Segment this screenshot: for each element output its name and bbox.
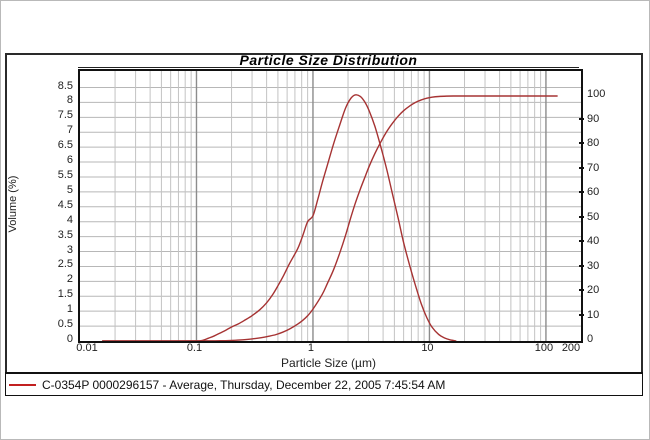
title-underline xyxy=(78,67,579,68)
legend-box: C-0354P 0000296157 - Average, Thursday, … xyxy=(5,372,643,396)
tick-label-size: 100 xyxy=(534,342,554,354)
tick-mark xyxy=(579,240,584,242)
tick-label-size: 1 xyxy=(307,342,315,354)
tick-label-volume: 7 xyxy=(66,124,73,137)
tick-label-size: 10 xyxy=(421,342,434,354)
tick-mark xyxy=(579,313,584,316)
tick-label-cumulative: 30 xyxy=(587,259,600,272)
tick-label-cumulative: 10 xyxy=(587,308,600,321)
tick-mark xyxy=(579,289,584,291)
tick-mark xyxy=(579,142,584,144)
tick-label-volume: 5.5 xyxy=(57,168,73,181)
tick-label-cumulative: 40 xyxy=(587,235,600,247)
tick-label-volume: 2 xyxy=(66,273,73,286)
tick-label-cumulative: 80 xyxy=(587,137,600,149)
cumulative-undersize-curve xyxy=(102,95,558,341)
tick-label-cumulative: 90 xyxy=(587,112,600,125)
legend-text: C-0354P 0000296157 - Average, Thursday, … xyxy=(42,377,446,392)
tick-label-volume: 4 xyxy=(66,213,73,226)
tick-label-volume: 3.5 xyxy=(57,228,73,241)
tick-label-size: 0.01 xyxy=(76,342,98,354)
tick-label-volume: 3 xyxy=(66,243,73,256)
tick-label-volume: 6 xyxy=(66,154,73,167)
tick-label-volume: 2.5 xyxy=(57,258,73,271)
tick-label-volume: 6.5 xyxy=(57,139,73,152)
tick-label-volume: 8 xyxy=(66,94,73,107)
volume-distribution-curve xyxy=(102,94,457,341)
plot-svg xyxy=(80,71,581,341)
tick-label-cumulative: 100 xyxy=(587,88,606,100)
tick-label-cumulative: 70 xyxy=(587,161,600,174)
tick-mark xyxy=(579,215,584,218)
tick-label-cumulative: 20 xyxy=(587,284,600,296)
tick-label-cumulative: 60 xyxy=(587,186,600,198)
plot-area xyxy=(78,69,583,343)
chart-title: Particle Size Distribution xyxy=(239,52,418,68)
tick-label-size: 200 xyxy=(561,342,581,354)
tick-label-volume: 1 xyxy=(66,303,73,316)
tick-label-volume: 5 xyxy=(66,183,73,196)
tick-label-volume: 0.5 xyxy=(57,318,73,331)
tick-mark xyxy=(579,166,584,169)
tick-mark xyxy=(579,191,584,193)
tick-label-volume: 0 xyxy=(66,333,73,345)
particle-size-axis-title: Particle Size (µm) xyxy=(281,356,376,370)
tick-mark xyxy=(579,264,584,267)
tick-mark xyxy=(579,117,584,120)
tick-label-size: 0.1 xyxy=(186,342,203,354)
tick-label-volume: 7.5 xyxy=(57,109,73,122)
tick-label-volume: 1.5 xyxy=(57,288,73,301)
tick-label-volume: 8.5 xyxy=(57,79,73,92)
tick-label-cumulative: 50 xyxy=(587,210,600,223)
legend-line-swatch xyxy=(9,383,36,386)
tick-label-cumulative: 0 xyxy=(587,333,594,345)
tick-label-volume: 4.5 xyxy=(57,198,73,211)
volume-axis-title: Volume (%) xyxy=(7,175,19,233)
